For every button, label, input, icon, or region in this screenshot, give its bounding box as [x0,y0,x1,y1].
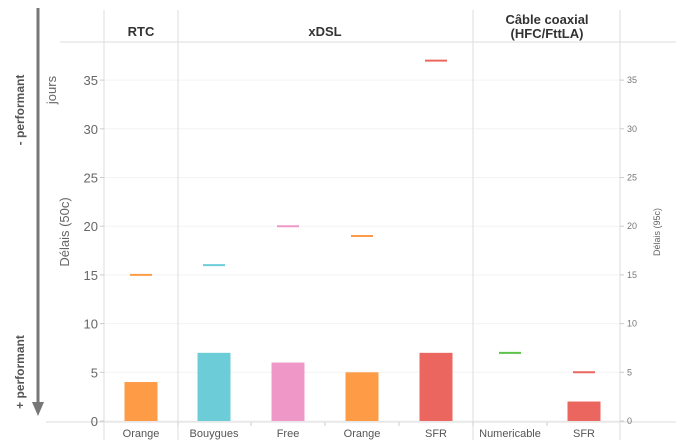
y-tick-label: 0 [91,414,98,429]
bar-50c [124,382,158,421]
y-tick-label: 35 [84,73,98,88]
group-header-cable-line1: Câble coaxial [505,12,588,27]
x-category-label: Orange [344,428,381,440]
group-header-cable-line2: (HFC/FttLA) [511,26,584,41]
annotation-less-performant: - performant [13,75,27,146]
group-header-rtc: RTC [128,24,155,39]
x-category-label: SFR [573,428,595,440]
y-tick-label: 30 [84,122,98,137]
annotation-more-performant: + performant [13,335,27,409]
x-category-label: Numericable [479,428,541,440]
bar-50c [197,352,231,421]
bar-50c [271,362,305,421]
group-header-xdsl: xDSL [308,24,341,39]
performance-arrow-head [32,402,44,416]
x-category-label: SFR [425,428,447,440]
y-axis-unit: jours [44,75,59,105]
y2-tick-label: 30 [627,124,637,134]
y2-tick-label: 15 [627,270,637,280]
y-tick-label: 15 [84,268,98,283]
x-category-label: Bouygues [190,428,239,440]
y-axis-label: Délais (50c) [57,197,72,266]
y-tick-label: 20 [84,219,98,234]
x-category-label: Free [277,428,300,440]
y-tick-label: 5 [91,365,98,380]
bar-50c [345,372,379,421]
y2-tick-label: 20 [627,221,637,231]
bar-50c [419,352,453,421]
y2-tick-label: 0 [627,416,632,426]
y2-tick-label: 10 [627,319,637,329]
y-tick-label: 10 [84,317,98,332]
x-category-label: Orange [123,428,160,440]
gridlines [104,79,620,422]
y2-tick-label: 35 [627,75,637,85]
y2-tick-label: 25 [627,173,637,183]
y-tick-label: 25 [84,171,98,186]
y2-tick-label: 5 [627,367,632,377]
bar-50c [567,401,601,421]
y2-axis-label: Délais (95c) [652,208,662,256]
